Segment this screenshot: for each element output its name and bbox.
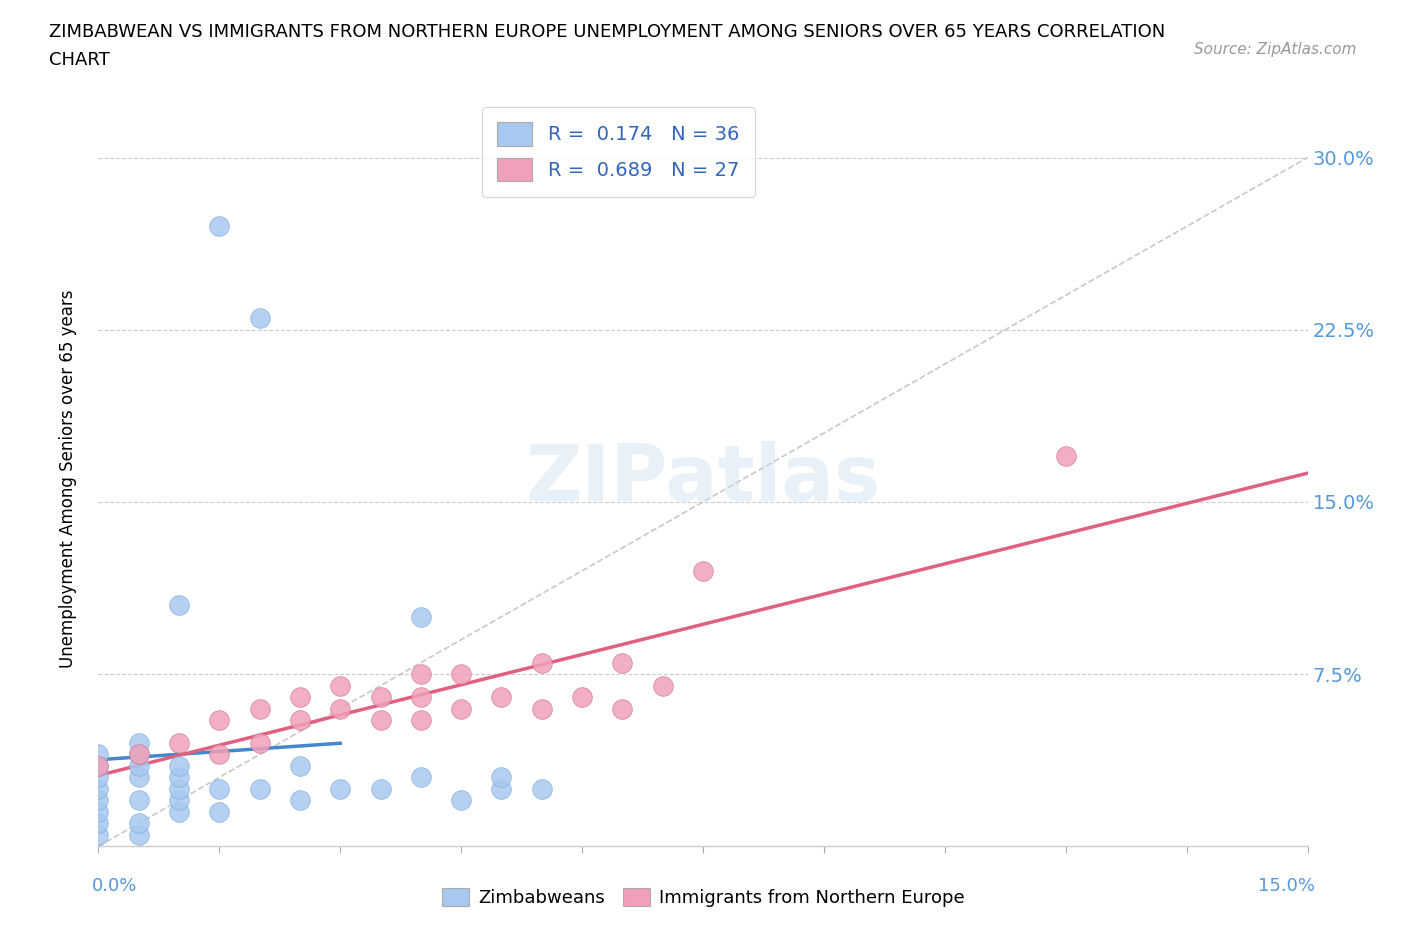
Point	[409, 712, 432, 727]
Point	[288, 690, 311, 705]
Point	[128, 736, 150, 751]
Point	[87, 759, 110, 774]
Point	[329, 701, 352, 716]
Point	[450, 667, 472, 682]
Point	[329, 678, 352, 693]
Point	[530, 781, 553, 796]
Point	[491, 690, 513, 705]
Point	[491, 781, 513, 796]
Point	[128, 828, 150, 843]
Point	[249, 781, 271, 796]
Text: ZIPatlas: ZIPatlas	[526, 441, 880, 517]
Point	[571, 690, 593, 705]
Point	[87, 804, 110, 819]
Point	[167, 736, 190, 751]
Point	[167, 804, 190, 819]
Point	[1054, 448, 1077, 463]
Y-axis label: Unemployment Among Seniors over 65 years: Unemployment Among Seniors over 65 years	[59, 290, 77, 668]
Point	[87, 747, 110, 762]
Point	[208, 804, 231, 819]
Point	[87, 828, 110, 843]
Point	[208, 219, 231, 233]
Point	[167, 598, 190, 613]
Point	[167, 770, 190, 785]
Point	[612, 656, 634, 671]
Text: 0.0%: 0.0%	[91, 877, 136, 895]
Point	[249, 736, 271, 751]
Point	[288, 712, 311, 727]
Point	[167, 759, 190, 774]
Point	[692, 564, 714, 578]
Point	[370, 712, 392, 727]
Point	[249, 701, 271, 716]
Point	[87, 816, 110, 830]
Point	[370, 690, 392, 705]
Point	[450, 701, 472, 716]
Point	[208, 712, 231, 727]
Text: 15.0%: 15.0%	[1257, 877, 1315, 895]
Point	[329, 781, 352, 796]
Point	[128, 747, 150, 762]
Point	[409, 667, 432, 682]
Legend: Zimbabweans, Immigrants from Northern Europe: Zimbabweans, Immigrants from Northern Eu…	[433, 879, 973, 916]
Point	[370, 781, 392, 796]
Point	[530, 701, 553, 716]
Point	[208, 747, 231, 762]
Point	[128, 816, 150, 830]
Point	[87, 770, 110, 785]
Point	[409, 770, 432, 785]
Point	[208, 781, 231, 796]
Text: ZIMBABWEAN VS IMMIGRANTS FROM NORTHERN EUROPE UNEMPLOYMENT AMONG SENIORS OVER 65: ZIMBABWEAN VS IMMIGRANTS FROM NORTHERN E…	[49, 23, 1166, 41]
Point	[128, 759, 150, 774]
Point	[530, 656, 553, 671]
Legend: R =  0.174   N = 36, R =  0.689   N = 27: R = 0.174 N = 36, R = 0.689 N = 27	[482, 107, 755, 197]
Point	[87, 759, 110, 774]
Point	[128, 793, 150, 808]
Point	[288, 759, 311, 774]
Point	[128, 770, 150, 785]
Point	[450, 793, 472, 808]
Text: CHART: CHART	[49, 51, 110, 69]
Point	[288, 793, 311, 808]
Point	[491, 770, 513, 785]
Point	[409, 609, 432, 624]
Text: Source: ZipAtlas.com: Source: ZipAtlas.com	[1194, 42, 1357, 57]
Point	[87, 781, 110, 796]
Point	[128, 747, 150, 762]
Point	[612, 701, 634, 716]
Point	[87, 793, 110, 808]
Point	[167, 781, 190, 796]
Point	[167, 793, 190, 808]
Point	[409, 690, 432, 705]
Point	[651, 678, 673, 693]
Point	[249, 311, 271, 325]
